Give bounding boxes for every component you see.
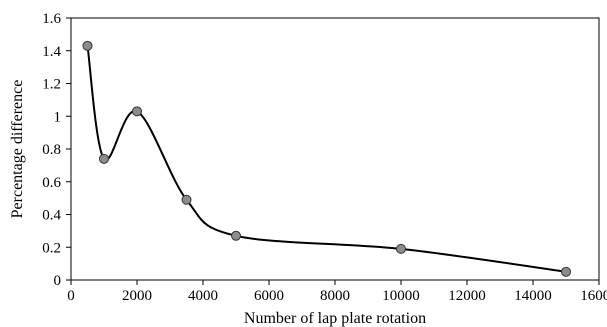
data-point	[231, 230, 241, 241]
y-tick-label: 1.6	[42, 11, 61, 27]
x-tick-label: 14000	[514, 288, 552, 304]
data-point	[132, 106, 142, 117]
y-tick-label: 0.8	[42, 142, 61, 158]
x-tick-label: 2000	[122, 288, 152, 304]
x-tick-label: 8000	[320, 288, 350, 304]
x-tick-label: 4000	[188, 288, 218, 304]
y-tick-label: 0.2	[42, 240, 61, 256]
data-point	[99, 153, 109, 164]
data-point	[561, 266, 571, 277]
x-tick-label: 0	[67, 288, 75, 304]
data-points	[82, 40, 571, 277]
data-point	[82, 40, 93, 51]
data-point	[396, 243, 406, 254]
y-axis-title: Percentage difference	[9, 80, 26, 219]
y-axis-ticks: 0 0.2 0.4 0.6 0.8 1 1.2 1.4 1.6	[42, 11, 71, 289]
y-tick-label: 0.6	[42, 175, 61, 191]
y-tick-label: 1	[54, 109, 62, 125]
y-tick-label: 1.4	[42, 44, 61, 60]
y-tick-label: 1.2	[42, 77, 61, 93]
x-tick-label: 6000	[254, 288, 284, 304]
x-axis-title: Number of lap plate rotation	[244, 310, 426, 327]
x-tick-label: 10000	[382, 288, 420, 304]
data-point	[181, 194, 192, 205]
plot-frame	[70, 17, 600, 281]
y-tick-label: 0	[54, 273, 62, 289]
series-line	[86, 45, 567, 273]
x-tick-label: 12000	[448, 288, 486, 304]
y-tick-label: 0.4	[42, 208, 61, 224]
